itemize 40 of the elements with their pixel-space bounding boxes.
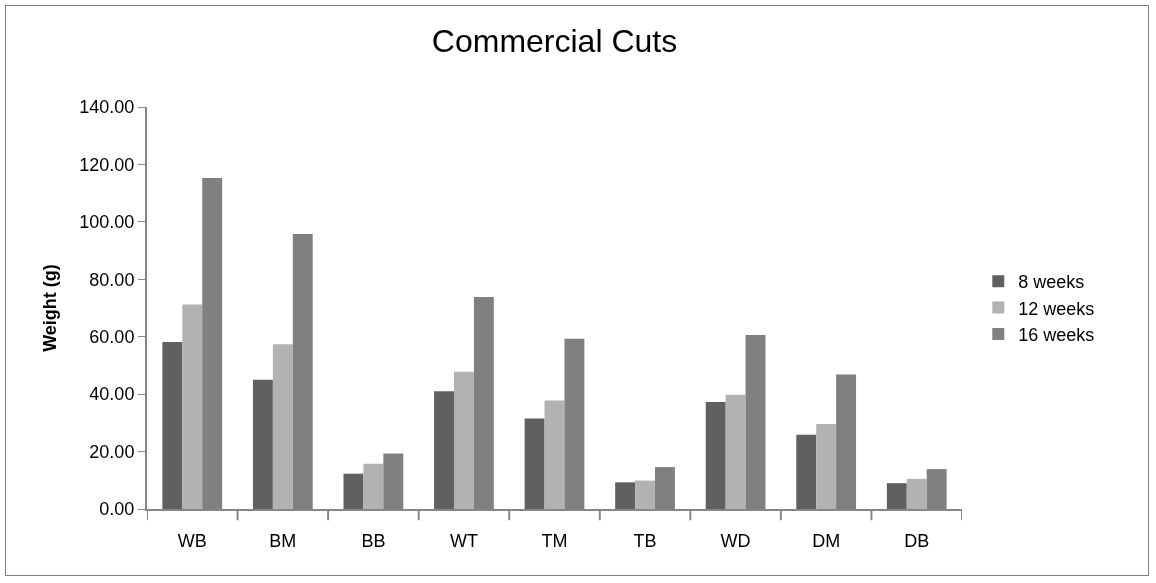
bar	[182, 304, 203, 509]
bar	[272, 344, 293, 509]
bar	[635, 480, 656, 509]
legend-label: 16 weeks	[1018, 325, 1095, 346]
bar	[434, 391, 454, 509]
legend-label: 12 weeks	[1018, 298, 1095, 319]
x-tick-label: WB	[177, 530, 207, 551]
x-tick-label: WD	[720, 530, 751, 551]
bar	[796, 434, 817, 509]
bar	[544, 400, 565, 509]
bar	[886, 483, 907, 509]
x-tick-label: TB	[633, 530, 657, 551]
x-tick-label: DM	[812, 530, 841, 551]
y-tick-label: 80.00	[89, 269, 135, 290]
y-tick-label: 40.00	[89, 384, 135, 405]
bar	[363, 463, 384, 509]
y-axis-title: Weight (g)	[40, 264, 61, 352]
y-tick-label: 140.00	[79, 97, 135, 118]
x-tick-label: WT	[449, 530, 478, 551]
bar	[524, 418, 545, 509]
bar	[343, 473, 364, 509]
legend-label: 8 weeks	[1018, 272, 1085, 293]
y-tick-label: 100.00	[79, 212, 135, 233]
bar	[705, 401, 726, 509]
x-tick-label: DB	[904, 530, 930, 551]
bar	[453, 371, 474, 509]
y-tick-label: 20.00	[89, 441, 135, 462]
y-tick-label: 60.00	[89, 327, 135, 348]
bar	[725, 394, 746, 509]
y-tick-label: 120.00	[79, 154, 135, 175]
x-tick-label: TM	[541, 530, 568, 551]
x-tick-label: BB	[361, 530, 386, 551]
bar	[906, 478, 927, 509]
x-tick-label: BM	[269, 530, 297, 551]
bar	[816, 424, 837, 509]
bar	[162, 341, 183, 509]
bar	[615, 482, 636, 509]
chart-title: Commercial Cuts	[431, 23, 678, 60]
bar	[252, 379, 273, 509]
y-tick-label: 0.00	[99, 499, 135, 520]
